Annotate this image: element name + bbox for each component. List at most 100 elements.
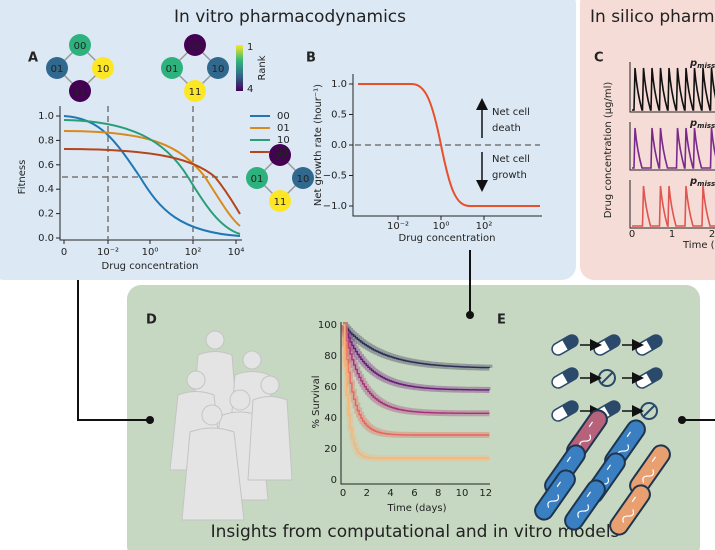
colorbar-label: 1 (247, 42, 253, 53)
x-tick-label: 0 (629, 229, 635, 240)
annotation: death (492, 123, 521, 134)
skip-icon (600, 371, 614, 385)
y-tick-label: 100 (318, 320, 337, 331)
genotype-label: 10 (212, 64, 225, 75)
x-tick-label: 10⁰ (433, 221, 450, 232)
survival-curve (343, 324, 491, 369)
genotype-node (92, 57, 114, 79)
reference-line (62, 106, 242, 240)
growth-curve (358, 83, 540, 207)
survival-curve (343, 324, 490, 391)
x-tick-label: 0 (61, 247, 67, 258)
fitness-curve (63, 130, 241, 227)
genotype-label: 11 (274, 197, 287, 208)
genotype-label: 10 (97, 64, 110, 75)
genotype-node (69, 80, 91, 102)
y-tick-label: 0.5 (331, 110, 347, 121)
genotype-label: 01 (166, 64, 179, 75)
bacterium (534, 469, 576, 521)
connector-dot (466, 311, 474, 319)
y-tick-label: 20 (324, 444, 337, 455)
panel-label: A (28, 51, 38, 66)
x-tick-label: 10⁻² (387, 221, 409, 232)
x-tick-label: 1 (669, 229, 675, 240)
pill-half (646, 368, 662, 384)
subplot-label: pmiss (689, 176, 715, 188)
y-axis-label: Fitness (17, 160, 28, 195)
bacterium-body (564, 479, 606, 531)
genotype-node (269, 144, 291, 166)
axes (59, 106, 242, 241)
panel-label: C (594, 51, 604, 66)
pill (551, 367, 579, 389)
symbol: p (689, 176, 697, 187)
genotype-label: 00 (274, 151, 287, 162)
genotype-node (161, 57, 183, 79)
x-axis-label: Time (days) (386, 503, 446, 514)
pill-half (646, 335, 662, 351)
bacterium (564, 479, 606, 531)
annotation: Net cell (492, 107, 530, 118)
genotype-label: 11 (74, 87, 87, 98)
legend-label: 01 (277, 123, 290, 134)
in-silico-box (580, 0, 715, 280)
panel-label: D (146, 313, 157, 328)
subscript: miss (697, 180, 715, 188)
section-title: In silico pharm (590, 7, 715, 27)
subplot-label: pmiss (689, 118, 715, 130)
genotype-label: 01 (251, 174, 264, 185)
y-tick-label: 1.0 (331, 79, 347, 90)
survival-curve (343, 324, 490, 459)
x-axis-label: Drug concentration (399, 233, 496, 244)
y-tick-label: 0.8 (38, 135, 54, 146)
connector-dot (146, 416, 154, 424)
pill (551, 400, 579, 422)
genotype-node (46, 57, 68, 79)
annotation: Net cell (492, 154, 530, 165)
in-vitro-box (0, 0, 576, 280)
genotype-label: 00 (189, 41, 202, 52)
y-tick-label: 0 (331, 475, 337, 486)
x-axis-label: Time ( (682, 240, 715, 251)
y-tick-label: 60 (324, 382, 337, 393)
pill-half (562, 368, 578, 384)
bacterium-dna (547, 481, 562, 508)
x-tick-label: 6 (411, 488, 417, 499)
concentration-trace (632, 67, 715, 111)
fitness-curve (63, 148, 241, 215)
x-tick-label: 10⁻² (97, 247, 119, 258)
connector-dot (678, 416, 686, 424)
pill-half (604, 401, 620, 417)
pill-half (562, 401, 578, 417)
x-tick-label: 10⁴ (228, 247, 245, 258)
pill (551, 334, 579, 356)
connector (77, 280, 150, 421)
legend-label: 11 (277, 147, 290, 158)
genotype-label: 00 (74, 41, 87, 52)
bacterium-dna (577, 491, 592, 518)
fitness-curve (63, 119, 241, 235)
axes (629, 180, 715, 229)
y-tick-label: −1.0 (323, 201, 347, 212)
colorbar-label: 4 (247, 84, 253, 95)
x-tick-label: 12 (479, 488, 492, 499)
y-tick-label: 80 (324, 351, 337, 362)
genotype-node (246, 167, 268, 189)
symbol: p (689, 118, 697, 129)
subscript: miss (697, 62, 715, 70)
x-tick-label: 2 (364, 488, 370, 499)
legend-label: 00 (277, 111, 290, 122)
genotype-node (69, 34, 91, 56)
axes (352, 74, 542, 217)
genotype-label: 10 (297, 174, 310, 185)
axes (340, 322, 490, 485)
legend-label: 10 (277, 135, 290, 146)
y-tick-label: 1.0 (38, 111, 54, 122)
bacterium-dna (642, 456, 657, 483)
subplot-label: pmiss (689, 58, 715, 70)
concentration-trace (632, 185, 715, 227)
survival-curve (343, 324, 490, 414)
bacterium-dna (579, 421, 594, 448)
y-axis-label: % Survival (311, 376, 322, 429)
